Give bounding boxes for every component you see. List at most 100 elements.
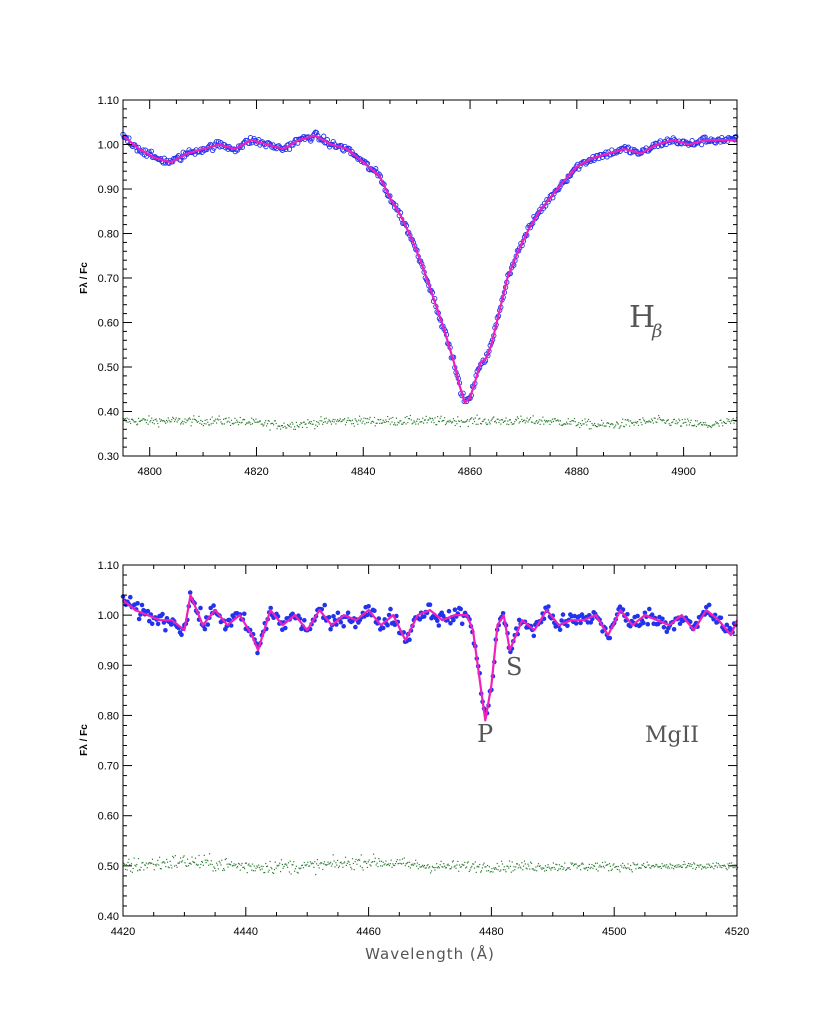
- mgii-residual-point: [406, 862, 408, 864]
- mgii-residual-point: [597, 870, 599, 872]
- mgii-residual-point: [544, 865, 547, 867]
- mgii-residual-point: [187, 858, 189, 860]
- hbeta-residual-point: [597, 423, 599, 425]
- hbeta-residual-point: [432, 419, 434, 421]
- hbeta-residual-point: [507, 420, 509, 422]
- hbeta-residual-point: [246, 422, 248, 424]
- hbeta-residual-point: [669, 424, 671, 427]
- hbeta-residual-point: [325, 417, 327, 419]
- hbeta-residual-point: [144, 419, 147, 421]
- hbeta-residual-point: [324, 421, 326, 423]
- mgii-residual-point: [463, 864, 465, 866]
- mgii-residual-point: [375, 864, 377, 866]
- mgii-residual-point: [288, 871, 290, 873]
- mgii-residual-point: [216, 862, 218, 864]
- hbeta-observed-point: [330, 138, 336, 145]
- hbeta-residual-point: [500, 423, 502, 425]
- mgii-residual-point: [432, 866, 434, 869]
- hbeta-residual-point: [438, 420, 440, 423]
- hbeta-residual-point: [123, 418, 125, 420]
- hbeta-residual-point: [306, 426, 308, 429]
- mgii-residual-point: [193, 861, 195, 863]
- hbeta-residual-point: [194, 419, 197, 421]
- mgii-residual-point: [236, 867, 238, 869]
- hbeta-residual-point: [405, 423, 407, 425]
- hbeta-residual-point: [535, 421, 537, 423]
- mgii-residual-point: [658, 866, 661, 868]
- hbeta-residual-point: [467, 425, 469, 428]
- hbeta-x-tick-label: 4860: [458, 466, 482, 478]
- mgii-residual-point: [180, 861, 183, 863]
- hbeta-residual-point: [491, 418, 493, 420]
- hbeta-residual-point: [544, 419, 546, 421]
- hbeta-residual-point: [327, 421, 329, 423]
- hbeta-residual-point: [223, 418, 225, 420]
- hbeta-residual-point: [378, 419, 380, 421]
- hbeta-residual-point: [209, 424, 211, 426]
- hbeta-residual-point: [258, 421, 260, 423]
- hbeta-y-tick-label: 1.10: [98, 95, 119, 107]
- mgii-residual-point: [428, 867, 430, 869]
- mgii-residual-point: [508, 867, 510, 869]
- mgii-observed-point: [388, 606, 393, 612]
- mgii-residual-point: [333, 860, 335, 862]
- mgii-residual-point: [151, 858, 154, 860]
- mgii-residual-point: [266, 865, 269, 867]
- hbeta-residual-point: [510, 421, 512, 424]
- hbeta-residual-point: [372, 420, 374, 422]
- mgii-residual-point: [547, 864, 549, 866]
- mgii-residual-point: [695, 867, 697, 869]
- mgii-observed-point: [385, 622, 390, 628]
- mgii-residual-point: [212, 870, 214, 872]
- hbeta-residual-point: [708, 425, 711, 427]
- hbeta-residual-point: [585, 421, 587, 423]
- hbeta-residual-point: [183, 421, 185, 423]
- hbeta-residual-point: [441, 420, 443, 422]
- mgii-residual-point: [517, 867, 519, 869]
- mgii-residual-point: [452, 860, 454, 862]
- hbeta-residual-point: [340, 421, 342, 423]
- mgii-residual-point: [550, 869, 552, 871]
- hbeta-residual-point: [494, 420, 497, 422]
- hbeta-residual-point: [732, 418, 734, 420]
- hbeta-residual-point: [644, 422, 647, 424]
- hbeta-residual-point: [338, 419, 340, 422]
- mgii-residual-point: [499, 870, 501, 872]
- mgii-residual-point: [284, 863, 286, 865]
- mgii-residual-point: [275, 867, 277, 869]
- hbeta-residual-point: [395, 417, 397, 419]
- mgii-residual-point: [613, 863, 615, 865]
- hbeta-marks: [120, 129, 739, 431]
- mgii-residual-point: [291, 864, 293, 866]
- mgii-residual-point: [299, 868, 301, 870]
- mgii-residual-point: [712, 862, 714, 864]
- hbeta-residual-point: [442, 420, 444, 422]
- hbeta-residual-point: [676, 423, 678, 425]
- mgii-residual-point: [359, 859, 361, 861]
- mgii-observed-point: [255, 650, 260, 656]
- mgii-residual-point: [136, 863, 138, 866]
- hbeta-residual-point: [417, 423, 419, 425]
- mgii-residual-point: [723, 865, 725, 867]
- mgii-residual-point: [270, 866, 272, 869]
- hbeta-residual-point: [300, 422, 302, 424]
- mgii-residual-point: [466, 866, 468, 868]
- mgii-observed-point: [531, 633, 537, 639]
- mgii-residual-point: [355, 858, 357, 860]
- hbeta-residual-point: [627, 418, 629, 421]
- mgii-residual-point: [444, 867, 447, 869]
- hbeta-residual-point: [271, 422, 273, 424]
- hbeta-y-tick-label: 0.60: [98, 318, 119, 330]
- hbeta-residual-point: [368, 418, 370, 420]
- mgii-residual-point: [407, 861, 409, 863]
- mgii-residual-point: [394, 863, 397, 865]
- hbeta-residual-point: [244, 424, 247, 426]
- hbeta-residual-point: [573, 420, 575, 422]
- mgii-residual-point: [680, 865, 682, 867]
- hbeta-residual-point: [388, 418, 390, 420]
- mgii-residual-point: [533, 869, 535, 871]
- hbeta-residual-point: [612, 424, 614, 426]
- mgii-observed-point: [718, 615, 724, 621]
- mgii-residual-point: [316, 859, 318, 861]
